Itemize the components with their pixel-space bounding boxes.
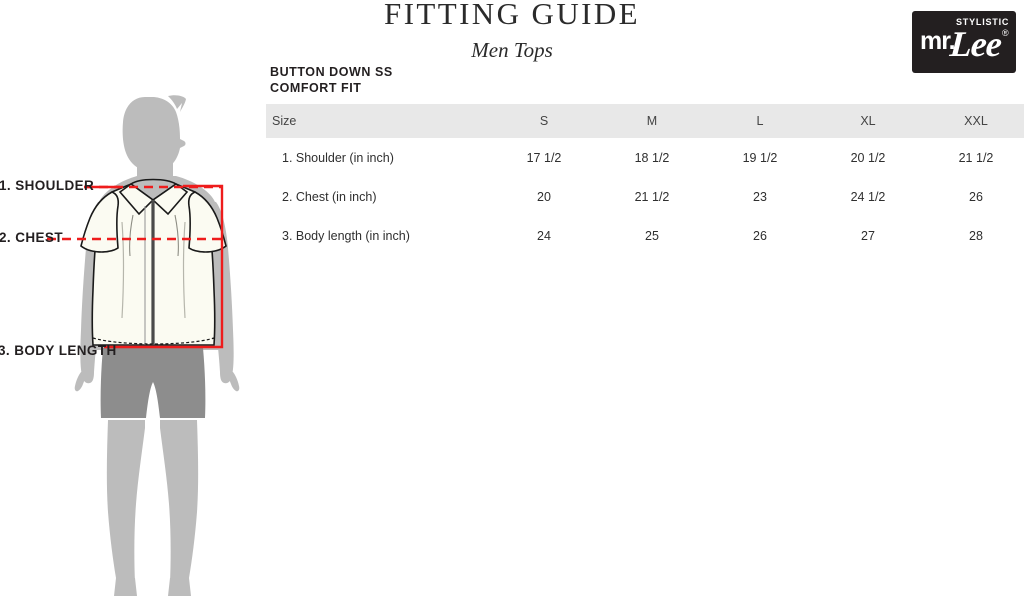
column-header-l: L [706, 104, 814, 138]
label-body-length: 3. BODY LENGTH [0, 343, 117, 358]
registered-trademark-icon: ® [1002, 28, 1009, 38]
logo-tagline: STYLISTIC [956, 17, 1010, 27]
column-header-m: M [598, 104, 706, 138]
mannequin-shorts [100, 348, 206, 418]
size-table-head: Size S M L XL XXL [266, 104, 1024, 138]
cell-body-length-l: 26 [753, 228, 767, 243]
cell-chest-m: 21 1/2 [634, 189, 670, 204]
shirt-illustration [80, 178, 227, 346]
measurement-lines [47, 184, 224, 349]
body-length-measure-bracket [104, 184, 224, 349]
product-style-line-1: BUTTON DOWN SS [270, 65, 393, 79]
cell-chest-xxl: 26 [969, 189, 983, 204]
mannequin-shirt-diagram [47, 95, 240, 596]
label-shoulder: 1. SHOULDER [0, 178, 95, 193]
size-table-body: 1. Shoulder (in inch) 17 1/2 18 1/2 19 1… [266, 138, 1024, 255]
cell-shoulder-xl: 20 1/2 [850, 150, 886, 165]
row-label-shoulder: 1. Shoulder (in inch) [282, 150, 394, 165]
page-title: FITTING GUIDE [384, 0, 640, 31]
row-label-chest: 2. Chest (in inch) [282, 189, 377, 204]
table-row: 1. Shoulder (in inch) 17 1/2 18 1/2 19 1… [266, 138, 1024, 177]
brand-logo: STYLISTIC mr. Lee ® [912, 11, 1016, 73]
cell-chest-s: 20 [537, 189, 551, 204]
cell-shoulder-s: 17 1/2 [526, 150, 562, 165]
column-header-xxl: XXL [922, 104, 1024, 138]
garment-illustration: 1. SHOULDER 2. CHEST 3. BODY LENGTH [0, 0, 266, 608]
cell-shoulder-m: 18 1/2 [634, 150, 670, 165]
logo-brand-name: Lee [948, 24, 1003, 64]
cell-body-length-xxl: 28 [969, 228, 983, 243]
table-header-row: Size S M L XL XXL [266, 104, 1024, 138]
cell-shoulder-xxl: 21 1/2 [958, 150, 994, 165]
table-row: 2. Chest (in inch) 20 21 1/2 23 24 1/2 2… [266, 177, 1024, 216]
cell-chest-xl: 24 1/2 [850, 189, 886, 204]
logo-brand-prefix: mr. [920, 27, 956, 55]
size-chart: BUTTON DOWN SS COMFORT FIT Size S M L XL… [266, 64, 1024, 255]
table-row: 3. Body length (in inch) 24 25 26 27 28 [266, 216, 1024, 255]
column-header-xl: XL [814, 104, 922, 138]
row-label-body-length: 3. Body length (in inch) [282, 228, 410, 243]
cell-body-length-s: 24 [537, 228, 551, 243]
cell-body-length-m: 25 [645, 228, 659, 243]
cell-shoulder-l: 19 1/2 [742, 150, 778, 165]
column-header-s: S [490, 104, 598, 138]
product-style-line-2: COMFORT FIT [270, 81, 362, 95]
page-subtitle: Men Tops [471, 38, 553, 62]
size-table: Size S M L XL XXL 1. Shoulder (in inch) … [266, 104, 1024, 255]
cell-chest-l: 23 [753, 189, 767, 204]
column-header-size: Size [266, 104, 490, 138]
cell-body-length-xl: 27 [861, 228, 875, 243]
label-chest: 2. CHEST [0, 230, 63, 245]
